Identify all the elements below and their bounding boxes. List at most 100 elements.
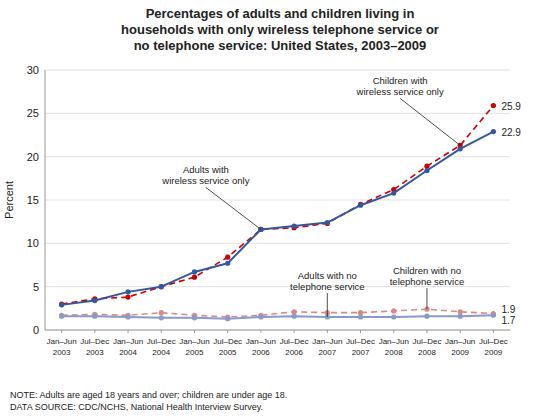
x-tick-label: Jan–Jun 2007 [312,337,342,357]
x-tick-label: Jan–Jun 2005 [179,337,209,357]
x-tick-label-line: 2008 [418,348,436,357]
end-label: 1.9 [501,304,515,315]
point [159,284,164,289]
x-tick-label-line: Jan–Jun [179,337,209,346]
point [59,301,64,306]
title-line: no telephone service: United States, 200… [134,38,427,53]
annotation-line: telephone service [290,281,364,292]
grid-line [45,200,510,201]
annotation: Adults with notelephone service [290,270,364,292]
point [325,221,330,226]
x-tick-label-line: Jan–Jun [379,337,409,346]
point [159,310,164,315]
end-label: 25.9 [501,101,521,112]
x-tick-label-line: 2006 [285,348,303,357]
annotation-line: wireless service only [356,86,444,97]
point [358,203,363,208]
point [92,298,97,303]
x-tick [460,330,461,333]
x-tick-label: Jan–Jun 2008 [379,337,409,357]
grid [45,70,510,330]
x-tick [327,330,328,333]
y-tick-label: 20 [27,151,39,163]
point [59,314,64,319]
x-tick [426,330,427,333]
x-tick-label-line: 2008 [385,348,403,357]
y-tick-label: 30 [27,64,39,76]
x-tick-label-line: 2005 [186,348,204,357]
point [225,261,230,266]
x-tick-label-line: 2005 [219,348,237,357]
series-group [59,103,496,321]
x-tick-label-line: 2009 [451,348,469,357]
x-tick-label-line: 2009 [484,348,502,357]
x-tick-label-line: 2003 [86,348,104,357]
grid-line [45,156,510,157]
point [458,314,463,319]
x-tick-label-line: Jul–Dec [80,337,109,346]
point [358,314,363,319]
point [159,315,164,320]
x-tick [493,330,494,333]
annotation-leader [206,187,261,229]
x-tick-label-line: Jul–Dec [147,337,176,346]
point [292,314,297,319]
note: NOTE: Adults are aged 18 years and over;… [10,390,287,412]
point [192,275,197,280]
point [391,308,396,313]
note-line: DATA SOURCE: CDC/NCHS, National Health I… [10,402,263,412]
x-tick-label-line: Jul–Dec [213,337,242,346]
series [59,313,496,322]
y-tick-label: 15 [27,194,39,206]
y-tick-label: 10 [27,237,39,249]
annotation-line: wireless service only [161,175,249,186]
annotation: Children withwireless service only [356,75,444,97]
grid-line [45,113,510,114]
x-tick-label-line: Jul–Dec [280,337,309,346]
point [491,313,496,318]
end-label: 22.9 [501,127,521,138]
x-tick [227,330,228,333]
grid-line [45,330,510,331]
x-tick-label-line: 2007 [318,348,336,357]
annotation-line: Adults with no [298,270,357,281]
series [59,129,496,308]
x-tick-label-line: 2007 [352,348,370,357]
x-tick-label-line: 2003 [53,348,71,357]
x-tick-label-line: 2006 [252,348,270,357]
series [59,103,496,307]
x-tick-label-line: Jan–Jun [246,337,276,346]
y-tick-label: 0 [33,324,39,336]
point [491,103,496,108]
title-line: households with only wireless telephone … [121,22,439,37]
x-tick [294,330,295,333]
point [92,314,97,319]
point [159,284,164,289]
x-tick-label-line: Jul–Dec [413,337,442,346]
x-tick-label: Jul–Dec 2003 [80,337,109,357]
point [491,129,496,134]
annotation-leader [400,98,460,145]
point [258,314,263,319]
series [59,307,496,320]
series-line [62,106,494,304]
point [424,168,429,173]
x-tick-label-line: Jan–Jun [113,337,143,346]
annotation: Adults withwireless service only [161,164,249,186]
x-tick-label-line: Jul–Dec [346,337,375,346]
x-tick-label: Jul–Dec2004 [147,337,176,357]
x-tick-label: Jul–Dec 2006 [280,337,309,357]
y-axis-label: Percent [3,181,15,219]
point [59,313,64,318]
x-tick-label: Jan–Jun 2003 [46,337,76,357]
x-tick [360,330,361,333]
series-line [62,132,494,305]
x-tick-label-line: Jan–Jun [312,337,342,346]
point [458,146,463,151]
point [125,289,130,294]
x-tick-label: Jul–Dec2009 [479,337,508,357]
point [125,294,130,299]
x-tick-label-line: Jan–Jun [46,337,76,346]
x-tick [128,330,129,333]
x-tick [194,330,195,333]
